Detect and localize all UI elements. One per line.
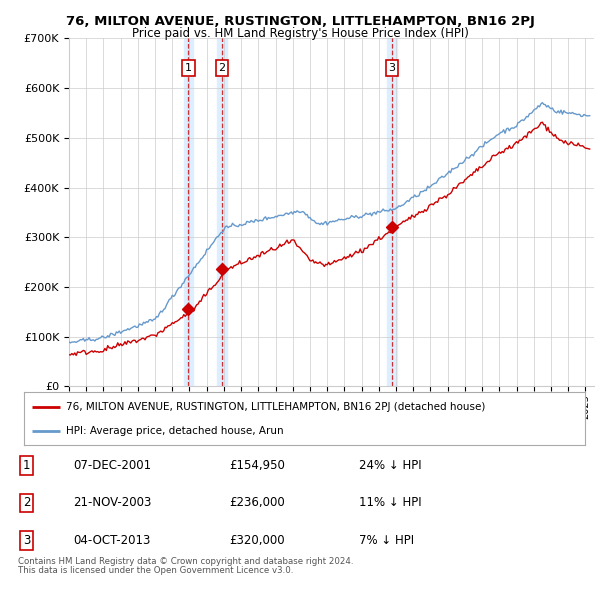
Text: 11% ↓ HPI: 11% ↓ HPI <box>359 496 421 510</box>
Text: 24% ↓ HPI: 24% ↓ HPI <box>359 460 421 473</box>
Text: 76, MILTON AVENUE, RUSTINGTON, LITTLEHAMPTON, BN16 2PJ: 76, MILTON AVENUE, RUSTINGTON, LITTLEHAM… <box>65 15 535 28</box>
Text: £236,000: £236,000 <box>229 496 285 510</box>
Text: 21-NOV-2003: 21-NOV-2003 <box>74 496 152 510</box>
Text: 3: 3 <box>23 533 30 546</box>
Text: 7% ↓ HPI: 7% ↓ HPI <box>359 533 414 546</box>
Bar <box>217 38 227 386</box>
Text: £154,950: £154,950 <box>229 460 286 473</box>
Text: This data is licensed under the Open Government Licence v3.0.: This data is licensed under the Open Gov… <box>18 566 293 575</box>
Text: Price paid vs. HM Land Registry's House Price Index (HPI): Price paid vs. HM Land Registry's House … <box>131 27 469 40</box>
Text: 2: 2 <box>218 63 226 73</box>
Bar <box>184 38 193 386</box>
Bar <box>387 38 397 386</box>
Text: 3: 3 <box>388 63 395 73</box>
Text: HPI: Average price, detached house, Arun: HPI: Average price, detached house, Arun <box>66 426 284 436</box>
Text: Contains HM Land Registry data © Crown copyright and database right 2024.: Contains HM Land Registry data © Crown c… <box>18 558 353 566</box>
Text: 76, MILTON AVENUE, RUSTINGTON, LITTLEHAMPTON, BN16 2PJ (detached house): 76, MILTON AVENUE, RUSTINGTON, LITTLEHAM… <box>66 402 485 412</box>
Text: 1: 1 <box>185 63 192 73</box>
Text: £320,000: £320,000 <box>229 533 285 546</box>
Text: 07-DEC-2001: 07-DEC-2001 <box>74 460 152 473</box>
Text: 04-OCT-2013: 04-OCT-2013 <box>74 533 151 546</box>
Text: 1: 1 <box>23 460 31 473</box>
Text: 2: 2 <box>23 496 31 510</box>
